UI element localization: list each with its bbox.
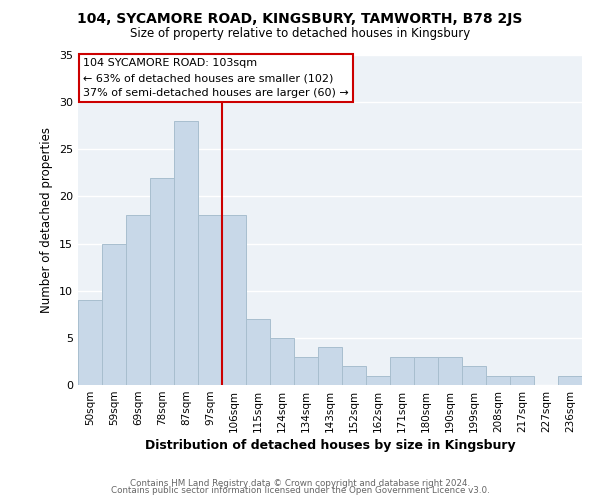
- Bar: [318, 348, 342, 385]
- Bar: [438, 356, 462, 385]
- Bar: [198, 216, 222, 385]
- Text: Contains public sector information licensed under the Open Government Licence v3: Contains public sector information licen…: [110, 486, 490, 495]
- Bar: [150, 178, 174, 385]
- Bar: [510, 376, 534, 385]
- Text: 104 SYCAMORE ROAD: 103sqm
← 63% of detached houses are smaller (102)
37% of semi: 104 SYCAMORE ROAD: 103sqm ← 63% of detac…: [83, 58, 349, 98]
- Text: Contains HM Land Registry data © Crown copyright and database right 2024.: Contains HM Land Registry data © Crown c…: [130, 478, 470, 488]
- Bar: [246, 319, 270, 385]
- Y-axis label: Number of detached properties: Number of detached properties: [40, 127, 53, 313]
- Bar: [174, 121, 198, 385]
- Bar: [222, 216, 246, 385]
- Bar: [342, 366, 366, 385]
- Bar: [486, 376, 510, 385]
- Bar: [294, 356, 318, 385]
- Bar: [270, 338, 294, 385]
- Text: 104, SYCAMORE ROAD, KINGSBURY, TAMWORTH, B78 2JS: 104, SYCAMORE ROAD, KINGSBURY, TAMWORTH,…: [77, 12, 523, 26]
- Text: Size of property relative to detached houses in Kingsbury: Size of property relative to detached ho…: [130, 28, 470, 40]
- Bar: [102, 244, 126, 385]
- Bar: [126, 216, 150, 385]
- Bar: [366, 376, 390, 385]
- Bar: [78, 300, 102, 385]
- X-axis label: Distribution of detached houses by size in Kingsbury: Distribution of detached houses by size …: [145, 439, 515, 452]
- Bar: [558, 376, 582, 385]
- Bar: [390, 356, 414, 385]
- Bar: [414, 356, 438, 385]
- Bar: [462, 366, 486, 385]
